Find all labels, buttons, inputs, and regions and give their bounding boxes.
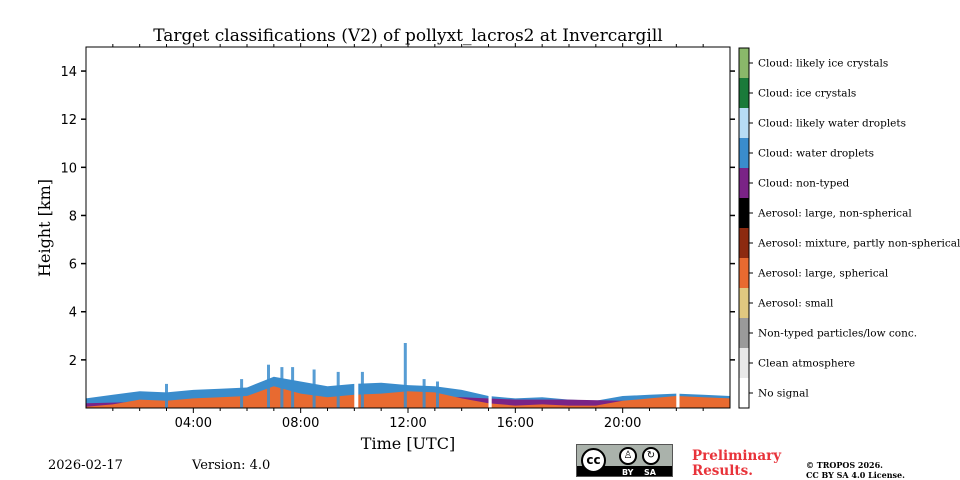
gap-2	[676, 47, 680, 408]
y-axis-label: Height [km]	[35, 179, 54, 277]
colorbar-label: Cloud: likely water droplets	[758, 118, 906, 130]
colorbar-swatch	[739, 378, 749, 409]
colorbar-swatch	[739, 198, 749, 229]
colorbar-label: Aerosol: large, non-spherical	[757, 208, 912, 220]
colorbar-label: No signal	[758, 388, 809, 400]
y-tick-label: 2	[69, 354, 77, 369]
y-tick-label: 14	[60, 65, 77, 80]
spike-5	[360, 371, 364, 408]
copyright-line-2: CC BY SA 4.0 License.	[806, 470, 905, 480]
spike-7	[422, 379, 426, 408]
preliminary-line-1: Preliminary	[692, 448, 782, 464]
x-tick-label: 12:00	[389, 416, 426, 431]
colorbar-label: Cloud: likely ice crystals	[758, 58, 888, 70]
axes-ticks: 04:00 08:00 12:00 16:00 20:00 2 4 6 8 10 12 14	[60, 43, 735, 431]
colorbar: Cloud: likely ice crystals Cloud: ice cry…	[738, 47, 960, 409]
colorbar-swatch	[739, 318, 749, 349]
y-tick-label: 10	[60, 161, 77, 176]
colorbar-label: Non-typed particles/low conc.	[758, 328, 917, 340]
copyright-notice: © TROPOS 2026. CC BY SA 4.0 License.	[806, 460, 905, 480]
colorbar-swatch	[739, 108, 749, 139]
attribution-icon: ♙	[619, 447, 637, 465]
spike-9	[165, 383, 168, 408]
layer-2	[86, 386, 730, 408]
spike-8	[436, 381, 439, 408]
preliminary-results-notice: Preliminary Results.	[692, 449, 781, 479]
cc-by-text: BY	[622, 468, 634, 477]
spike-4	[336, 371, 340, 408]
x-tick-label: 08:00	[282, 416, 319, 431]
x-axis-label: Time [UTC]	[361, 434, 455, 453]
chart-title: Target classifications (V2) of pollyxt_l…	[153, 26, 662, 46]
y-tick-label: 6	[69, 258, 77, 273]
colorbar-label: Aerosol: small	[757, 298, 834, 310]
x-tick-label: 20:00	[604, 416, 641, 431]
spike-6	[240, 379, 244, 408]
spike-0	[267, 364, 270, 408]
cc-license-badge: cc ♙ ↻ BY SA	[576, 444, 673, 477]
x-tick-label: 16:00	[497, 416, 534, 431]
colorbar-swatch	[739, 228, 749, 259]
colorbar-swatch	[739, 258, 749, 289]
colorbar-label: Clean atmosphere	[758, 358, 855, 370]
colorbar-swatch	[739, 78, 749, 109]
colorbar-label: Aerosol: mixture, partly non-spherical	[757, 238, 960, 250]
gap-0	[354, 47, 359, 408]
spike-10	[403, 343, 407, 408]
spike-3	[312, 369, 316, 408]
x-tick-label: 04:00	[175, 416, 212, 431]
colorbar-swatch	[739, 288, 749, 319]
date-label: 2026-02-17	[48, 458, 123, 473]
colorbar-swatch	[739, 138, 749, 169]
colorbar-label: Cloud: ice crystals	[758, 88, 856, 100]
plot-area	[86, 47, 730, 408]
colorbar-swatch	[739, 168, 749, 199]
cc-sa-text: SA	[644, 468, 656, 477]
version-label: Version: 4.0	[192, 458, 271, 473]
y-tick-label: 4	[69, 306, 77, 321]
share-alike-icon: ↻	[642, 447, 660, 465]
colorbar-label: Cloud: non-typed	[758, 178, 850, 190]
cc-icon: cc	[581, 448, 606, 473]
colorbar-frame	[738, 47, 750, 409]
spike-2	[291, 367, 295, 408]
colorbar-label: Cloud: water droplets	[758, 148, 874, 160]
y-tick-label: 12	[60, 113, 77, 128]
preliminary-line-2: Results.	[692, 463, 753, 479]
colorbar-swatch	[739, 48, 749, 79]
gap-1	[488, 47, 492, 408]
colorbar-swatch	[739, 348, 749, 379]
spike-1	[280, 367, 284, 408]
colorbar-label: Aerosol: large, spherical	[757, 268, 889, 280]
classification-data	[86, 47, 730, 408]
y-tick-label: 8	[69, 209, 77, 224]
copyright-line-1: © TROPOS 2026.	[806, 460, 883, 470]
